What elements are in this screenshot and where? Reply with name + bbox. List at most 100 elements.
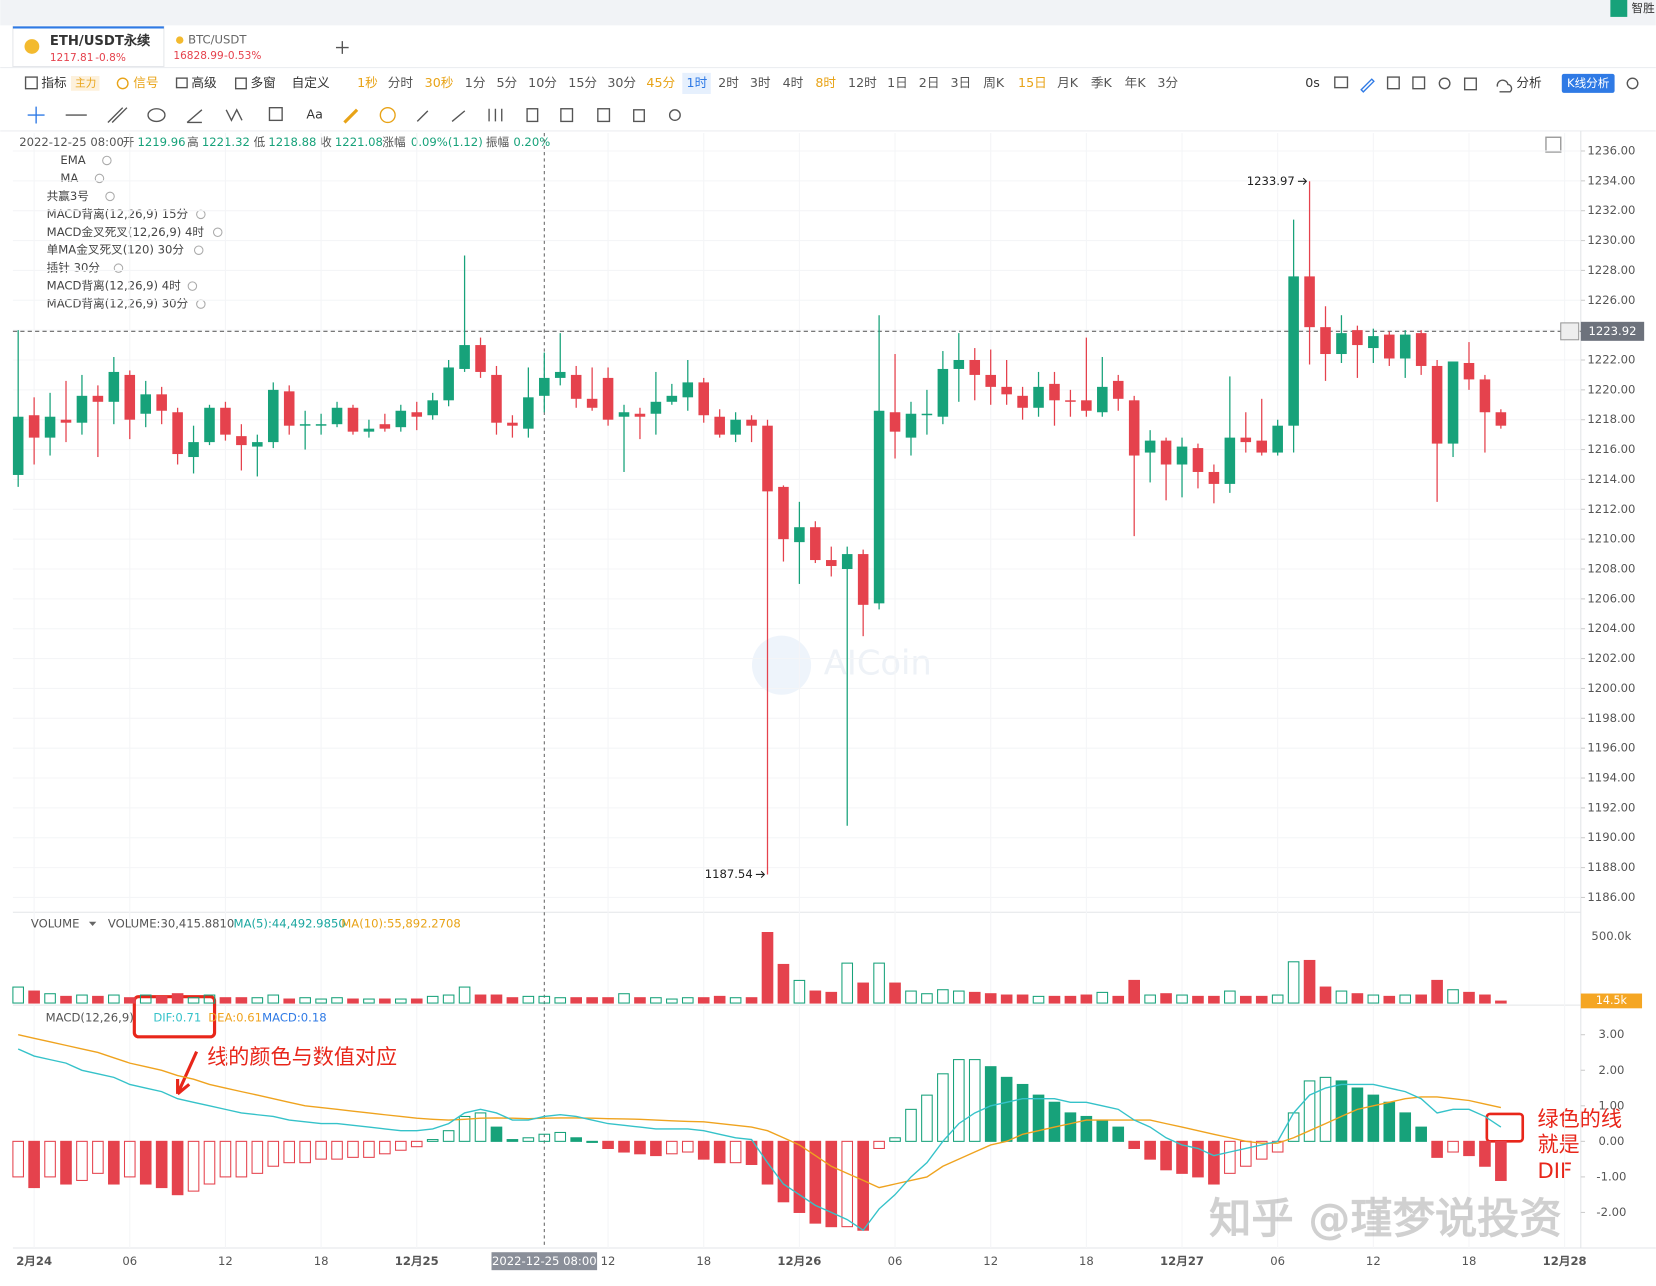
interval-button[interactable]: 3日 (950, 75, 971, 90)
x-tick-label: 12 (983, 1254, 998, 1268)
list-tool[interactable] (597, 108, 611, 123)
visibility-icon[interactable] (94, 173, 105, 184)
visibility-icon[interactable] (105, 191, 115, 202)
camera-icon[interactable] (1334, 76, 1349, 89)
text-tool[interactable]: Aa (306, 107, 322, 122)
interval-button[interactable]: 4时 (783, 75, 804, 90)
share2-icon[interactable] (1626, 77, 1639, 90)
candle-body (1352, 330, 1363, 346)
interval-button[interactable]: 2时 (718, 75, 739, 90)
visibility-icon[interactable] (196, 209, 206, 220)
tab-price: 16828.99 (173, 50, 223, 62)
interval-button[interactable]: 45分 (646, 75, 675, 90)
interval-button[interactable]: 1分 (465, 75, 486, 90)
tab-name[interactable]: ETH/USDT永续 (50, 32, 150, 49)
kline-analysis-button[interactable]: K线分析 (1567, 76, 1610, 90)
interval-button[interactable]: 30分 (607, 75, 636, 90)
visibility-icon[interactable] (113, 263, 124, 273)
wave-tool[interactable] (225, 108, 243, 122)
interval-button[interactable]: 15日 (1018, 75, 1047, 90)
measure-tool[interactable] (268, 107, 283, 122)
interval-button[interactable]: 12时 (848, 75, 877, 90)
lock-tool[interactable] (526, 108, 539, 123)
interval-button[interactable]: 分时 (388, 75, 414, 90)
interval-button[interactable]: 15分 (568, 75, 597, 90)
settings-icon[interactable] (1438, 77, 1451, 90)
share-icon[interactable] (1386, 76, 1400, 90)
visibility-icon[interactable] (102, 155, 112, 166)
indicator-item[interactable]: MACD背离(12,26,9) 4时 (47, 279, 181, 293)
pen-icon[interactable] (1360, 78, 1375, 93)
volume-bar (251, 997, 264, 1004)
analysis-button[interactable]: 分析 (1516, 75, 1542, 90)
link-tool[interactable] (668, 109, 681, 122)
price-tag-plus[interactable] (1560, 322, 1580, 341)
volume-bar (219, 997, 232, 1004)
channel-tool[interactable] (107, 107, 128, 123)
interval-button[interactable]: 1秒 (357, 75, 378, 90)
magnet-tool[interactable] (379, 107, 396, 124)
bars-tool[interactable] (488, 108, 503, 122)
visibility-icon[interactable] (187, 281, 198, 291)
visibility-icon[interactable] (193, 245, 204, 255)
macd-bar (1479, 1140, 1491, 1167)
macd-bar (1255, 1140, 1268, 1160)
interval-button[interactable]: 5分 (496, 75, 517, 90)
corner-text: 智胜 (1631, 1, 1655, 15)
dea-line (18, 1034, 1502, 1189)
macd-bar (522, 1137, 535, 1142)
copy-tool[interactable] (560, 108, 574, 123)
ruler-tool[interactable] (416, 110, 429, 122)
volume-bar (395, 998, 407, 1004)
interval-button[interactable]: 8时 (815, 75, 836, 90)
macd-bar (1319, 1076, 1332, 1142)
interval-button[interactable]: 3时 (750, 75, 771, 90)
advanced-button[interactable]: 高级 (191, 75, 217, 90)
candle-body (921, 413, 933, 416)
indicator-item[interactable]: MACD背离(12,26,9) 30分 (47, 297, 189, 311)
volume-bar (458, 986, 471, 1004)
interval-button[interactable]: 10分 (528, 75, 557, 90)
candle-body (1144, 440, 1156, 453)
interval-button[interactable]: 3分 (1157, 75, 1178, 90)
interval-button[interactable]: 1日 (887, 75, 908, 90)
shape-tool[interactable] (147, 108, 166, 123)
indicator-item[interactable]: 单MA金叉死叉(120) 30分 (47, 243, 185, 257)
delete-tool[interactable] (633, 109, 645, 123)
custom-button[interactable]: 自定义 (292, 75, 330, 90)
tab-name[interactable]: BTC/USDT (188, 33, 247, 47)
macd-bar (1447, 1140, 1459, 1153)
candle-body (1192, 448, 1204, 472)
y-tick-label: 1228.00 (1587, 263, 1635, 277)
add-tab[interactable] (335, 41, 349, 54)
interval-button[interactable]: 季K (1091, 75, 1113, 90)
indicator-item[interactable]: 插针 30分 (47, 261, 101, 275)
interval-button[interactable]: 周K (983, 75, 1005, 90)
fullscreen-icon[interactable] (1463, 77, 1477, 91)
layout-icon[interactable] (1412, 76, 1426, 90)
legend-caret[interactable] (88, 921, 97, 926)
indicator-item[interactable]: 共赢3号 (47, 189, 89, 203)
macd-bar (889, 1137, 901, 1142)
macd-bar (1112, 1126, 1125, 1142)
interval-button[interactable]: 1时 (687, 75, 708, 90)
brush-tool[interactable] (343, 108, 359, 124)
pencil-tool[interactable] (451, 110, 466, 122)
crosshair-tool[interactable] (27, 106, 45, 124)
kline-analysis-bg[interactable] (1561, 73, 1615, 93)
multi-button[interactable]: 多窗 (250, 75, 275, 90)
indicator-button[interactable]: 指标 (41, 75, 67, 90)
indicator-item[interactable]: MACD背离(12,26,9) 15分 (47, 207, 189, 221)
indicator-item[interactable]: MA (60, 171, 78, 185)
signal-button[interactable]: 信号 (133, 75, 158, 90)
interval-button[interactable]: 年K (1125, 75, 1147, 90)
top-bar (0, 0, 1656, 26)
interval-button[interactable]: 30秒 (425, 75, 454, 90)
visibility-icon[interactable] (212, 227, 223, 238)
interval-button[interactable]: 2日 (919, 75, 940, 90)
expand-icon[interactable] (1545, 136, 1562, 153)
indicator-item[interactable]: EMA (60, 153, 85, 167)
indicator-item[interactable]: MACD金叉死叉(12,26,9) 4时 (47, 225, 205, 239)
fib-tool[interactable] (186, 109, 203, 124)
interval-button[interactable]: 月K (1057, 75, 1079, 90)
